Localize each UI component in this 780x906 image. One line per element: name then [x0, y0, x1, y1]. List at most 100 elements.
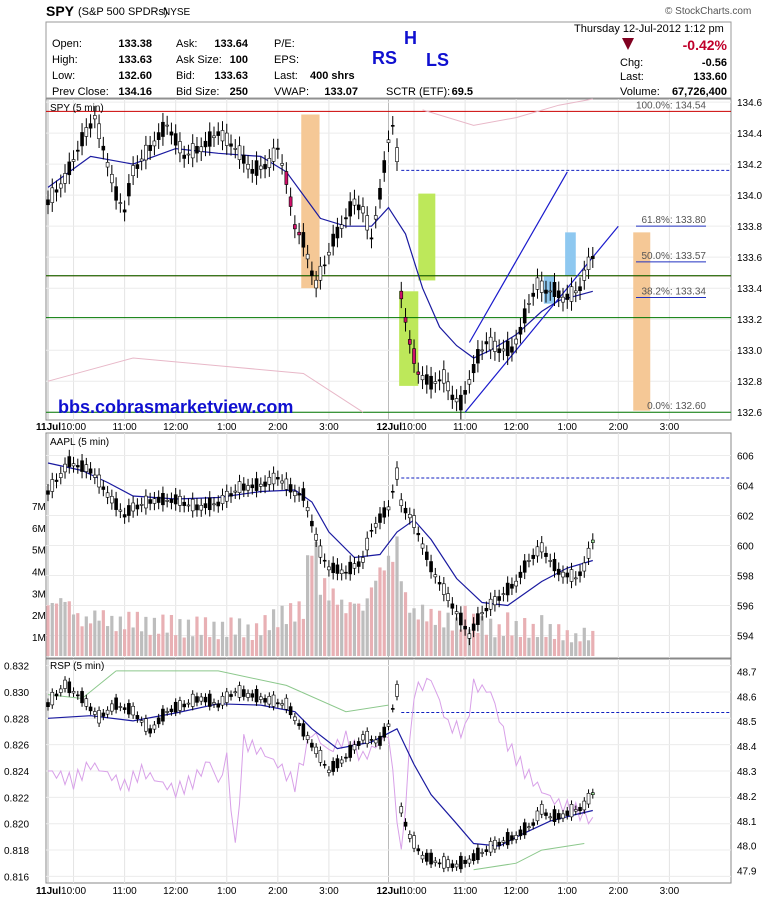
candle-body [67, 161, 72, 176]
high-label: High: [52, 54, 78, 66]
candle-body [527, 826, 531, 829]
volume-bar [208, 637, 212, 656]
candle-body [165, 500, 169, 502]
candle-body [301, 488, 306, 501]
candle-body [573, 577, 578, 580]
candle-body [297, 493, 301, 496]
candle-body [165, 711, 169, 713]
candle-body [556, 290, 561, 299]
eps-label: EPS: [274, 54, 299, 66]
candle-body [395, 684, 399, 697]
candle-body [425, 374, 429, 385]
candle-body [501, 840, 506, 843]
candle-body [586, 547, 591, 559]
volume-bar [174, 635, 178, 656]
candle-body [331, 760, 335, 772]
candle-body [263, 164, 267, 170]
y-tick-label: 134.6 [737, 98, 762, 109]
fib-label: 38.2%: 133.34 [642, 286, 707, 297]
annotation-ls: LS [426, 50, 449, 70]
volume-bar [46, 605, 50, 656]
candle-body [212, 503, 216, 506]
x-axis-top: 11Jul 10:00 11:00 12:00 1:00 2:00 3:00 12Jul 10:… [36, 422, 680, 433]
candle-body [578, 286, 582, 291]
candle-body [369, 237, 374, 240]
candle-body [246, 163, 250, 170]
candle-body [322, 764, 327, 766]
candle-body [454, 398, 459, 403]
volume-bar [386, 555, 391, 656]
candle-body [437, 379, 442, 382]
ratio-overlay-line [47, 677, 594, 850]
candle-body [480, 852, 484, 854]
volume-bar [586, 640, 591, 656]
x-tick-label: 10:00 [402, 886, 427, 897]
candle-body [84, 464, 89, 472]
candle-body [110, 703, 114, 712]
bidsize-label: Bid Size: [176, 86, 219, 98]
asksize-value: 100 [230, 54, 248, 66]
candle-body [395, 467, 399, 480]
candle-body [169, 708, 174, 713]
volume-bar [127, 611, 131, 656]
candle-body [407, 834, 412, 839]
candle-body [378, 513, 382, 523]
candle-body [271, 694, 276, 707]
candle-body [178, 496, 182, 506]
candle-body [531, 554, 536, 559]
candle-body [539, 804, 544, 815]
candle-body [237, 481, 242, 493]
candle-body [327, 566, 331, 571]
candle-body [586, 793, 591, 805]
candle-body [505, 340, 510, 357]
volume-bar [357, 603, 361, 656]
chg-label: Chg: [620, 57, 643, 69]
watermark: bbs.cobrasmarketview.com [58, 397, 293, 417]
candle-body [450, 603, 455, 609]
candle-body [220, 130, 225, 142]
candle-body [425, 852, 429, 862]
candle-body [135, 164, 140, 169]
x-tick-label: 3:00 [660, 422, 680, 433]
candle-body [46, 199, 50, 206]
highlight-box-blue [565, 232, 576, 276]
volume-bar [446, 612, 450, 656]
volume-bar [531, 623, 535, 656]
x-tick-label: 12Jul [377, 886, 403, 897]
candle-body [224, 132, 229, 146]
candle-body [54, 693, 59, 697]
candle-body [182, 154, 186, 159]
x-tick-label: 12:00 [163, 422, 188, 433]
candle-body [420, 854, 425, 860]
credit: © StockCharts.com [665, 6, 751, 17]
volume-bar [429, 608, 433, 656]
annotation-h: H [404, 28, 417, 48]
candle-body [403, 317, 408, 323]
candle-body [505, 832, 510, 846]
volume-bar [510, 635, 514, 656]
ask-value: 133.64 [214, 38, 249, 50]
candle-body [467, 379, 472, 385]
volume-bar [335, 604, 340, 656]
candle-body [590, 539, 595, 543]
candle-body [535, 277, 540, 290]
candle-body [195, 696, 199, 703]
candle-body [318, 545, 323, 558]
candle-body [356, 204, 361, 211]
rsp-panel: 0.832 0.830 0.828 0.826 0.824 0.822 0.820 0.818… [4, 658, 757, 884]
volume-bar [578, 641, 582, 656]
candle-body [297, 723, 301, 727]
volume-bar [433, 624, 437, 656]
y-tick-label: 0.818 [4, 846, 29, 857]
candle-body [93, 711, 97, 715]
volume-bar [203, 617, 208, 656]
volume-bar [582, 627, 586, 656]
candle-body [420, 543, 425, 549]
candle-body [476, 847, 480, 861]
last-label: Last: [274, 70, 298, 82]
candle-body [276, 702, 280, 705]
candle-body [190, 693, 195, 707]
candle-body [203, 503, 208, 509]
candle-body [420, 375, 425, 381]
candle-body [454, 863, 459, 868]
